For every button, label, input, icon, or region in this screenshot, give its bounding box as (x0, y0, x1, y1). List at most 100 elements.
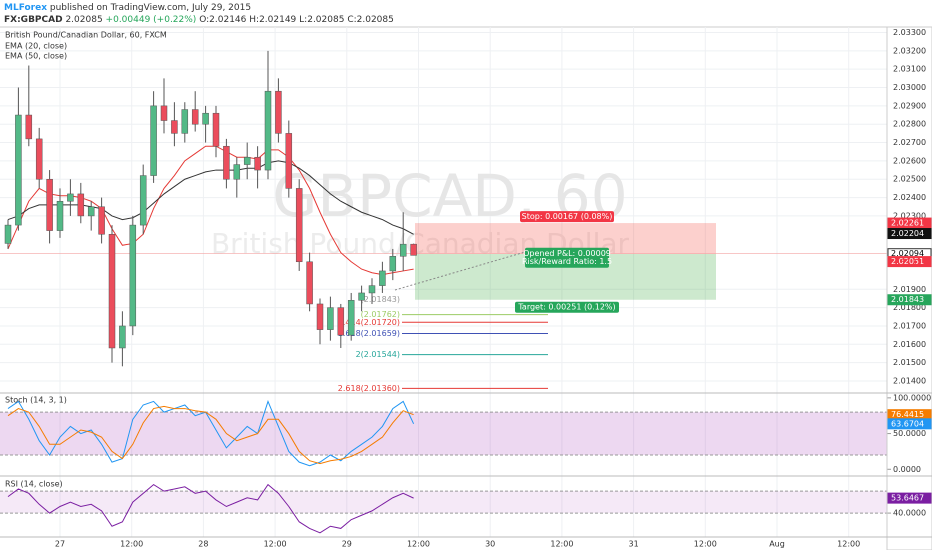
ohlc: H:2.02149 (249, 15, 296, 25)
candle-body (212, 112, 220, 147)
ohlc: O:2.02146 (199, 15, 246, 25)
candle-body (275, 90, 282, 134)
price-tag (887, 492, 932, 504)
fib-label: 2.618(2.01360) (338, 384, 400, 393)
candle-body (139, 175, 147, 226)
candle-body (306, 261, 313, 305)
candle-body (181, 109, 189, 134)
y-tick-label: 0.0000 (893, 465, 921, 474)
candle-body (150, 105, 157, 176)
ema-line (7, 145, 414, 276)
price-axis (886, 26, 932, 550)
band (0, 491, 887, 514)
last-price: 2.02085 (65, 15, 102, 25)
price-tag (887, 228, 932, 240)
x-tick-label: 12:00 (407, 540, 430, 549)
price-tag-label: 63.6704 (891, 419, 924, 428)
candle-body (171, 120, 178, 134)
candle-body (337, 307, 345, 336)
y-tick-label: 2.02800 (893, 120, 926, 129)
y-tick-label: 40.0000 (893, 509, 926, 518)
y-tick-label: 2.01900 (893, 285, 926, 294)
candle-body (191, 109, 199, 125)
candle-body (35, 138, 43, 180)
pnl-box (525, 247, 609, 268)
candle-body (202, 112, 209, 125)
y-tick-label: 2.02300 (893, 211, 926, 220)
chart-title: British Pound/Canadian Dollar, 60, FXCM (5, 31, 167, 40)
x-tick-label: 31 (629, 540, 639, 549)
x-tick-label: Aug (769, 540, 785, 549)
publisher[interactable]: MLForex (4, 3, 47, 13)
grid (0, 27, 887, 537)
ratio-label: Risk/Reward Ratio: 1.5 (522, 257, 612, 266)
stop-label-box (520, 211, 614, 223)
y-tick-label: 50.0000 (893, 429, 926, 438)
ohlc: L:2.02085 (299, 15, 344, 25)
x-tick-label: 30 (485, 540, 495, 549)
y-tick-label: 2.02400 (893, 193, 926, 202)
candle-body (233, 164, 241, 180)
pnl-label: Opened P&L: 0.00009 (523, 249, 611, 258)
y-tick-label: 2.03300 (893, 28, 926, 37)
y-tick-label: 2.02500 (893, 175, 926, 184)
candle-body (15, 114, 22, 226)
price-tag-label: 76.4415 (891, 410, 924, 419)
legend-entry: EMA (50, close) (5, 52, 67, 61)
header-line: MLForex published on TradingView.com, Ju… (4, 3, 251, 13)
legend-entry: EMA (20, close) (5, 42, 67, 51)
candle-body (368, 285, 376, 294)
ohlc: C:2.02085 (347, 15, 394, 25)
symbol: FX:GBPCAD (4, 15, 63, 25)
x-tick-label: 12:00 (120, 540, 143, 549)
candle-body (98, 206, 105, 235)
panel-title: RSI (14, close) (5, 480, 63, 489)
candle-body (129, 224, 137, 327)
price-tag-label: 2.02261 (891, 219, 924, 228)
plot: 27 12:00 28 12:00 29 12:00 30 12:00 31 12:00 Aug 12… (0, 28, 932, 549)
price-tag-label: 2.02204 (891, 229, 924, 238)
panel-title: Stoch (14, 3, 1) (5, 396, 67, 405)
indicator-line (7, 483, 414, 534)
y-tick-label: 2.03000 (893, 83, 926, 92)
y-tick-label: 2.03200 (893, 46, 926, 55)
candle-body (56, 200, 64, 231)
candle-body (379, 270, 386, 286)
candle-body (254, 156, 261, 171)
fib-label: (2.01762) (361, 310, 400, 319)
countdown: 53:11 (900, 258, 923, 267)
price-tag-label: 2.02094 (891, 249, 924, 258)
candle-body (108, 234, 116, 349)
candle-body (160, 105, 168, 121)
change: +0.00449 (+0.22%) (106, 15, 197, 25)
candle-body (77, 193, 85, 217)
fib-label: 1.618(2.01659) (338, 329, 400, 338)
candle-body (223, 145, 230, 180)
y-tick-label: 2.03100 (893, 65, 926, 74)
target-label: Target: 0.00251 (0.12%) (517, 303, 615, 312)
y-tick-label: 2.01600 (893, 340, 926, 349)
x-tick-label: 12:00 (837, 540, 860, 549)
candle-body (4, 224, 12, 244)
price-tag (887, 294, 932, 306)
y-tick-label: 100.0000 (893, 393, 931, 402)
candle-body (67, 193, 74, 202)
price-tag (887, 256, 932, 268)
y-tick-label: 2.02700 (893, 138, 926, 147)
candle-body (389, 256, 397, 272)
candle-body (410, 243, 417, 256)
trend-line (394, 251, 526, 291)
fib-label: 2(2.01544) (356, 350, 400, 359)
price-tag (887, 418, 932, 430)
fib-label: (2.01843) (361, 295, 400, 304)
band (0, 412, 887, 455)
y-tick-label: 2.01500 (893, 358, 926, 367)
x-tick-label: 12:00 (694, 540, 717, 549)
ema-line (7, 160, 414, 235)
y-tick-label: 2.02600 (893, 156, 926, 165)
x-tick-label: 12:00 (550, 540, 573, 549)
candle-body (347, 300, 355, 336)
stop-label: Stop: 0.00167 (0.08%) (522, 212, 613, 221)
candle-body (119, 325, 126, 349)
